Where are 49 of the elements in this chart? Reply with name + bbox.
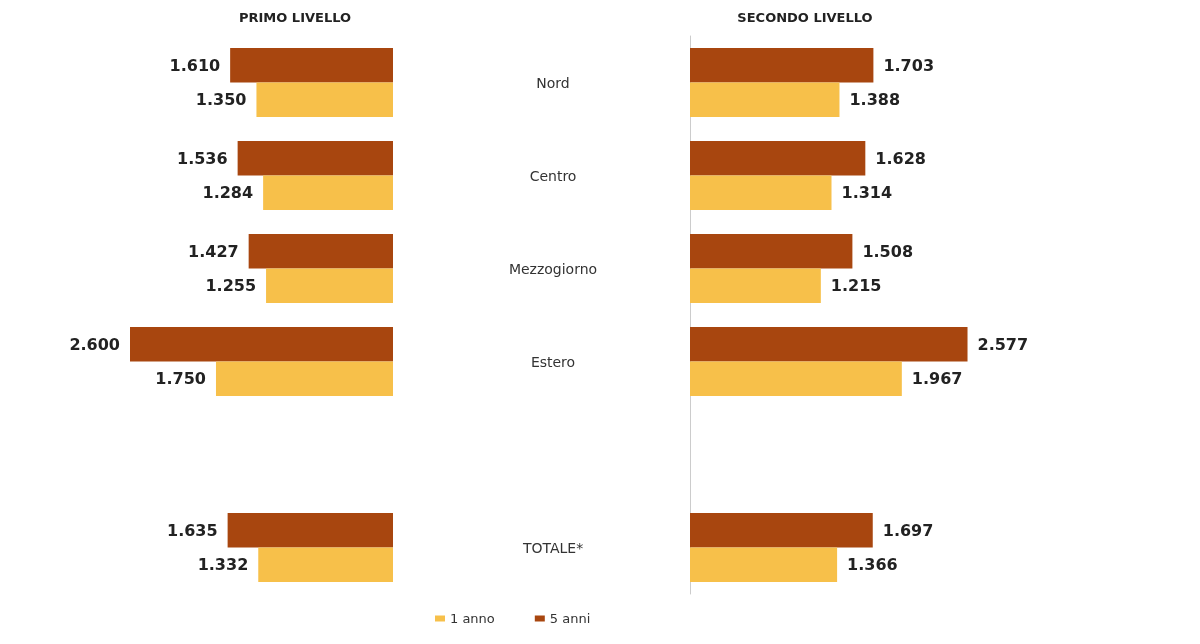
data-label: 1.314 [841, 183, 893, 203]
bar [227, 513, 393, 548]
bar [690, 513, 873, 548]
data-label: 1.284 [202, 183, 254, 203]
data-label: 1.508 [862, 241, 914, 261]
chart-title: PRIMO LIVELLO [238, 10, 352, 25]
data-label: 1.750 [155, 369, 206, 389]
data-label: 1.610 [169, 55, 221, 75]
y-tick-label: Nord [536, 74, 570, 91]
bar [690, 327, 968, 362]
data-label: 1.536 [177, 148, 228, 168]
data-label: 1.350 [195, 90, 247, 110]
bar [690, 361, 902, 396]
data-label: 1.255 [205, 276, 257, 296]
bar [230, 48, 393, 83]
data-label: 1.628 [875, 148, 926, 168]
bar [690, 48, 874, 83]
bar [690, 175, 832, 210]
data-label: 1.388 [849, 90, 901, 110]
y-tick-label: Mezzogiorno [508, 260, 598, 277]
bar [690, 547, 838, 582]
data-label: 2.577 [977, 334, 1029, 354]
bar [263, 175, 393, 210]
data-label: 1.215 [830, 276, 882, 296]
y-tick-label: TOTALE* [521, 539, 584, 556]
bar [266, 268, 393, 303]
y-tick-label: Estero [530, 353, 576, 370]
data-label: 1.366 [847, 555, 898, 575]
legend-label: 1 anno [450, 611, 495, 626]
bar [258, 547, 393, 582]
bar [248, 234, 393, 269]
y-tick-label: Centro [529, 167, 577, 184]
bar [690, 82, 840, 117]
data-label: 1.703 [883, 55, 935, 75]
data-label: 1.427 [188, 241, 239, 261]
bar [256, 82, 393, 117]
bar [237, 141, 393, 176]
bar [215, 361, 393, 396]
data-label: 2.600 [69, 334, 120, 354]
data-label: 1.635 [167, 520, 218, 540]
bar [690, 268, 821, 303]
bar [130, 327, 393, 362]
chart-title: SECONDO LIVELLO [737, 10, 873, 25]
bar [690, 141, 866, 176]
data-label: 1.697 [882, 520, 934, 540]
legend-label: 5 anni [549, 611, 591, 626]
bar [690, 234, 853, 269]
data-label: 1.332 [197, 555, 249, 575]
data-label: 1.967 [911, 369, 963, 389]
